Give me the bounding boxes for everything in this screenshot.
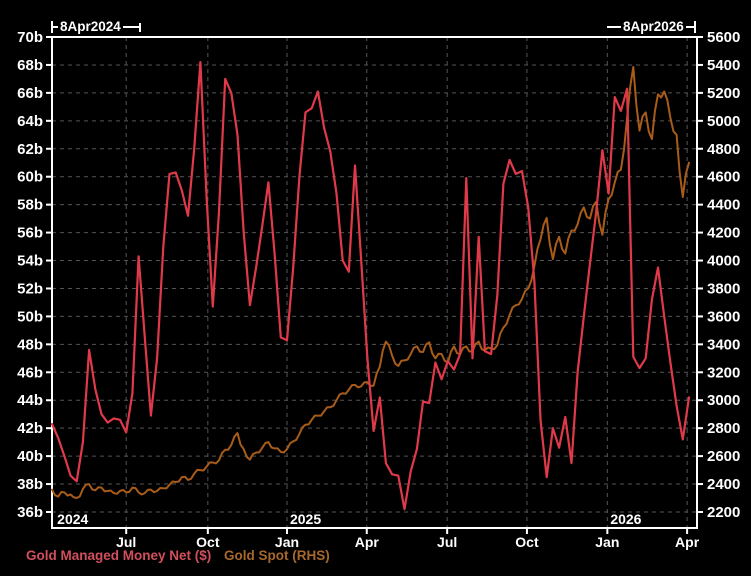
left-axis-label: 70b xyxy=(17,29,43,46)
managed-money-net-line[interactable] xyxy=(50,60,691,511)
right-axis-label: 4200 xyxy=(707,225,740,242)
end-date-label: 8Apr2026 xyxy=(623,19,684,34)
right-axis-label: 3000 xyxy=(707,392,740,409)
start-date-line xyxy=(53,26,58,28)
right-axis-label: 4800 xyxy=(707,141,740,158)
left-axis-label: 56b xyxy=(17,225,43,242)
left-axis-label: 66b xyxy=(17,85,43,102)
right-axis-label: 2200 xyxy=(707,504,740,521)
left-axis-label: 40b xyxy=(17,448,43,465)
chart-legend: Gold Managed Money Net ($) Gold Spot (RH… xyxy=(26,548,339,563)
end-date-marker: 8Apr2026 xyxy=(607,20,696,34)
x-axis[interactable]: Jul Oct Jan Apr Jul Oct Jan Apr 2024 2025 2026 xyxy=(57,511,700,550)
x-axis-label: Apr xyxy=(675,534,700,550)
x-axis-label: Oct xyxy=(515,534,539,550)
start-date-marker: 8Apr2024 xyxy=(51,20,141,34)
left-axis-label: 42b xyxy=(17,420,43,437)
right-axis-label: 4600 xyxy=(707,169,740,186)
left-axis-label: 46b xyxy=(17,364,43,381)
left-axis-label: 60b xyxy=(17,169,43,186)
x-axis-label: Apr xyxy=(355,534,380,550)
legend-item-gold-spot[interactable]: Gold Spot (RHS) xyxy=(224,548,330,563)
plot-frame xyxy=(51,36,698,529)
left-axis-label: 54b xyxy=(17,253,43,270)
series-lines xyxy=(50,60,691,511)
end-date-line-left xyxy=(607,26,621,28)
right-axis-label: 3600 xyxy=(707,308,740,325)
left-axis-label: 52b xyxy=(17,280,43,297)
x-axis-label: Jan xyxy=(595,534,619,550)
start-date-end-tick-icon xyxy=(138,22,141,32)
right-axis-label: 2600 xyxy=(707,448,740,465)
left-axis-label: 62b xyxy=(17,141,43,158)
left-axis[interactable]: 70b 68b 66b 64b 62b 60b 58b 56b 54b 52b 50b 48b 46b 4… xyxy=(17,29,52,521)
right-axis-label: 3400 xyxy=(707,336,740,353)
left-axis-label: 68b xyxy=(17,57,43,74)
right-axis-label: 3800 xyxy=(707,280,740,297)
left-axis-label: 58b xyxy=(17,197,43,214)
x-axis-label: Oct xyxy=(196,534,220,550)
gold-spot-line[interactable] xyxy=(51,66,690,499)
year-label: 2024 xyxy=(57,511,88,527)
grid-lines xyxy=(52,37,697,528)
x-axis-label: Jan xyxy=(275,534,299,550)
year-label: 2025 xyxy=(290,511,321,527)
left-axis-label: 64b xyxy=(17,113,43,130)
end-date-tick-icon xyxy=(693,21,696,33)
right-axis-label: 2800 xyxy=(707,420,740,437)
end-date-line xyxy=(685,26,694,28)
right-axis-label: 2400 xyxy=(707,476,740,493)
start-date-tick-icon xyxy=(51,21,53,33)
year-label: 2026 xyxy=(610,511,641,527)
right-axis-label: 5600 xyxy=(707,29,740,46)
right-axis-label: 3200 xyxy=(707,364,740,381)
right-axis-label: 4400 xyxy=(707,197,740,214)
left-axis-label: 44b xyxy=(17,392,43,409)
left-axis-label: 50b xyxy=(17,308,43,325)
start-date-line-right xyxy=(122,26,139,28)
legend-item-managed-money-net[interactable]: Gold Managed Money Net ($) xyxy=(26,548,212,563)
left-axis-label: 38b xyxy=(17,476,43,493)
left-axis-label: 36b xyxy=(17,504,43,521)
start-date-label: 8Apr2024 xyxy=(60,19,121,34)
right-axis-label: 5200 xyxy=(707,85,740,102)
right-axis-label: 5000 xyxy=(707,113,740,130)
x-axis-label: Jul xyxy=(116,534,136,550)
right-axis-label: 5400 xyxy=(707,57,740,74)
plot-border xyxy=(51,36,698,529)
left-axis-label: 48b xyxy=(17,336,43,353)
right-axis-label: 4000 xyxy=(707,253,740,270)
right-axis[interactable]: 5600 5400 5200 5000 4800 4600 4400 4200 4000 3800… xyxy=(697,29,740,521)
x-axis-label: Jul xyxy=(437,534,457,550)
